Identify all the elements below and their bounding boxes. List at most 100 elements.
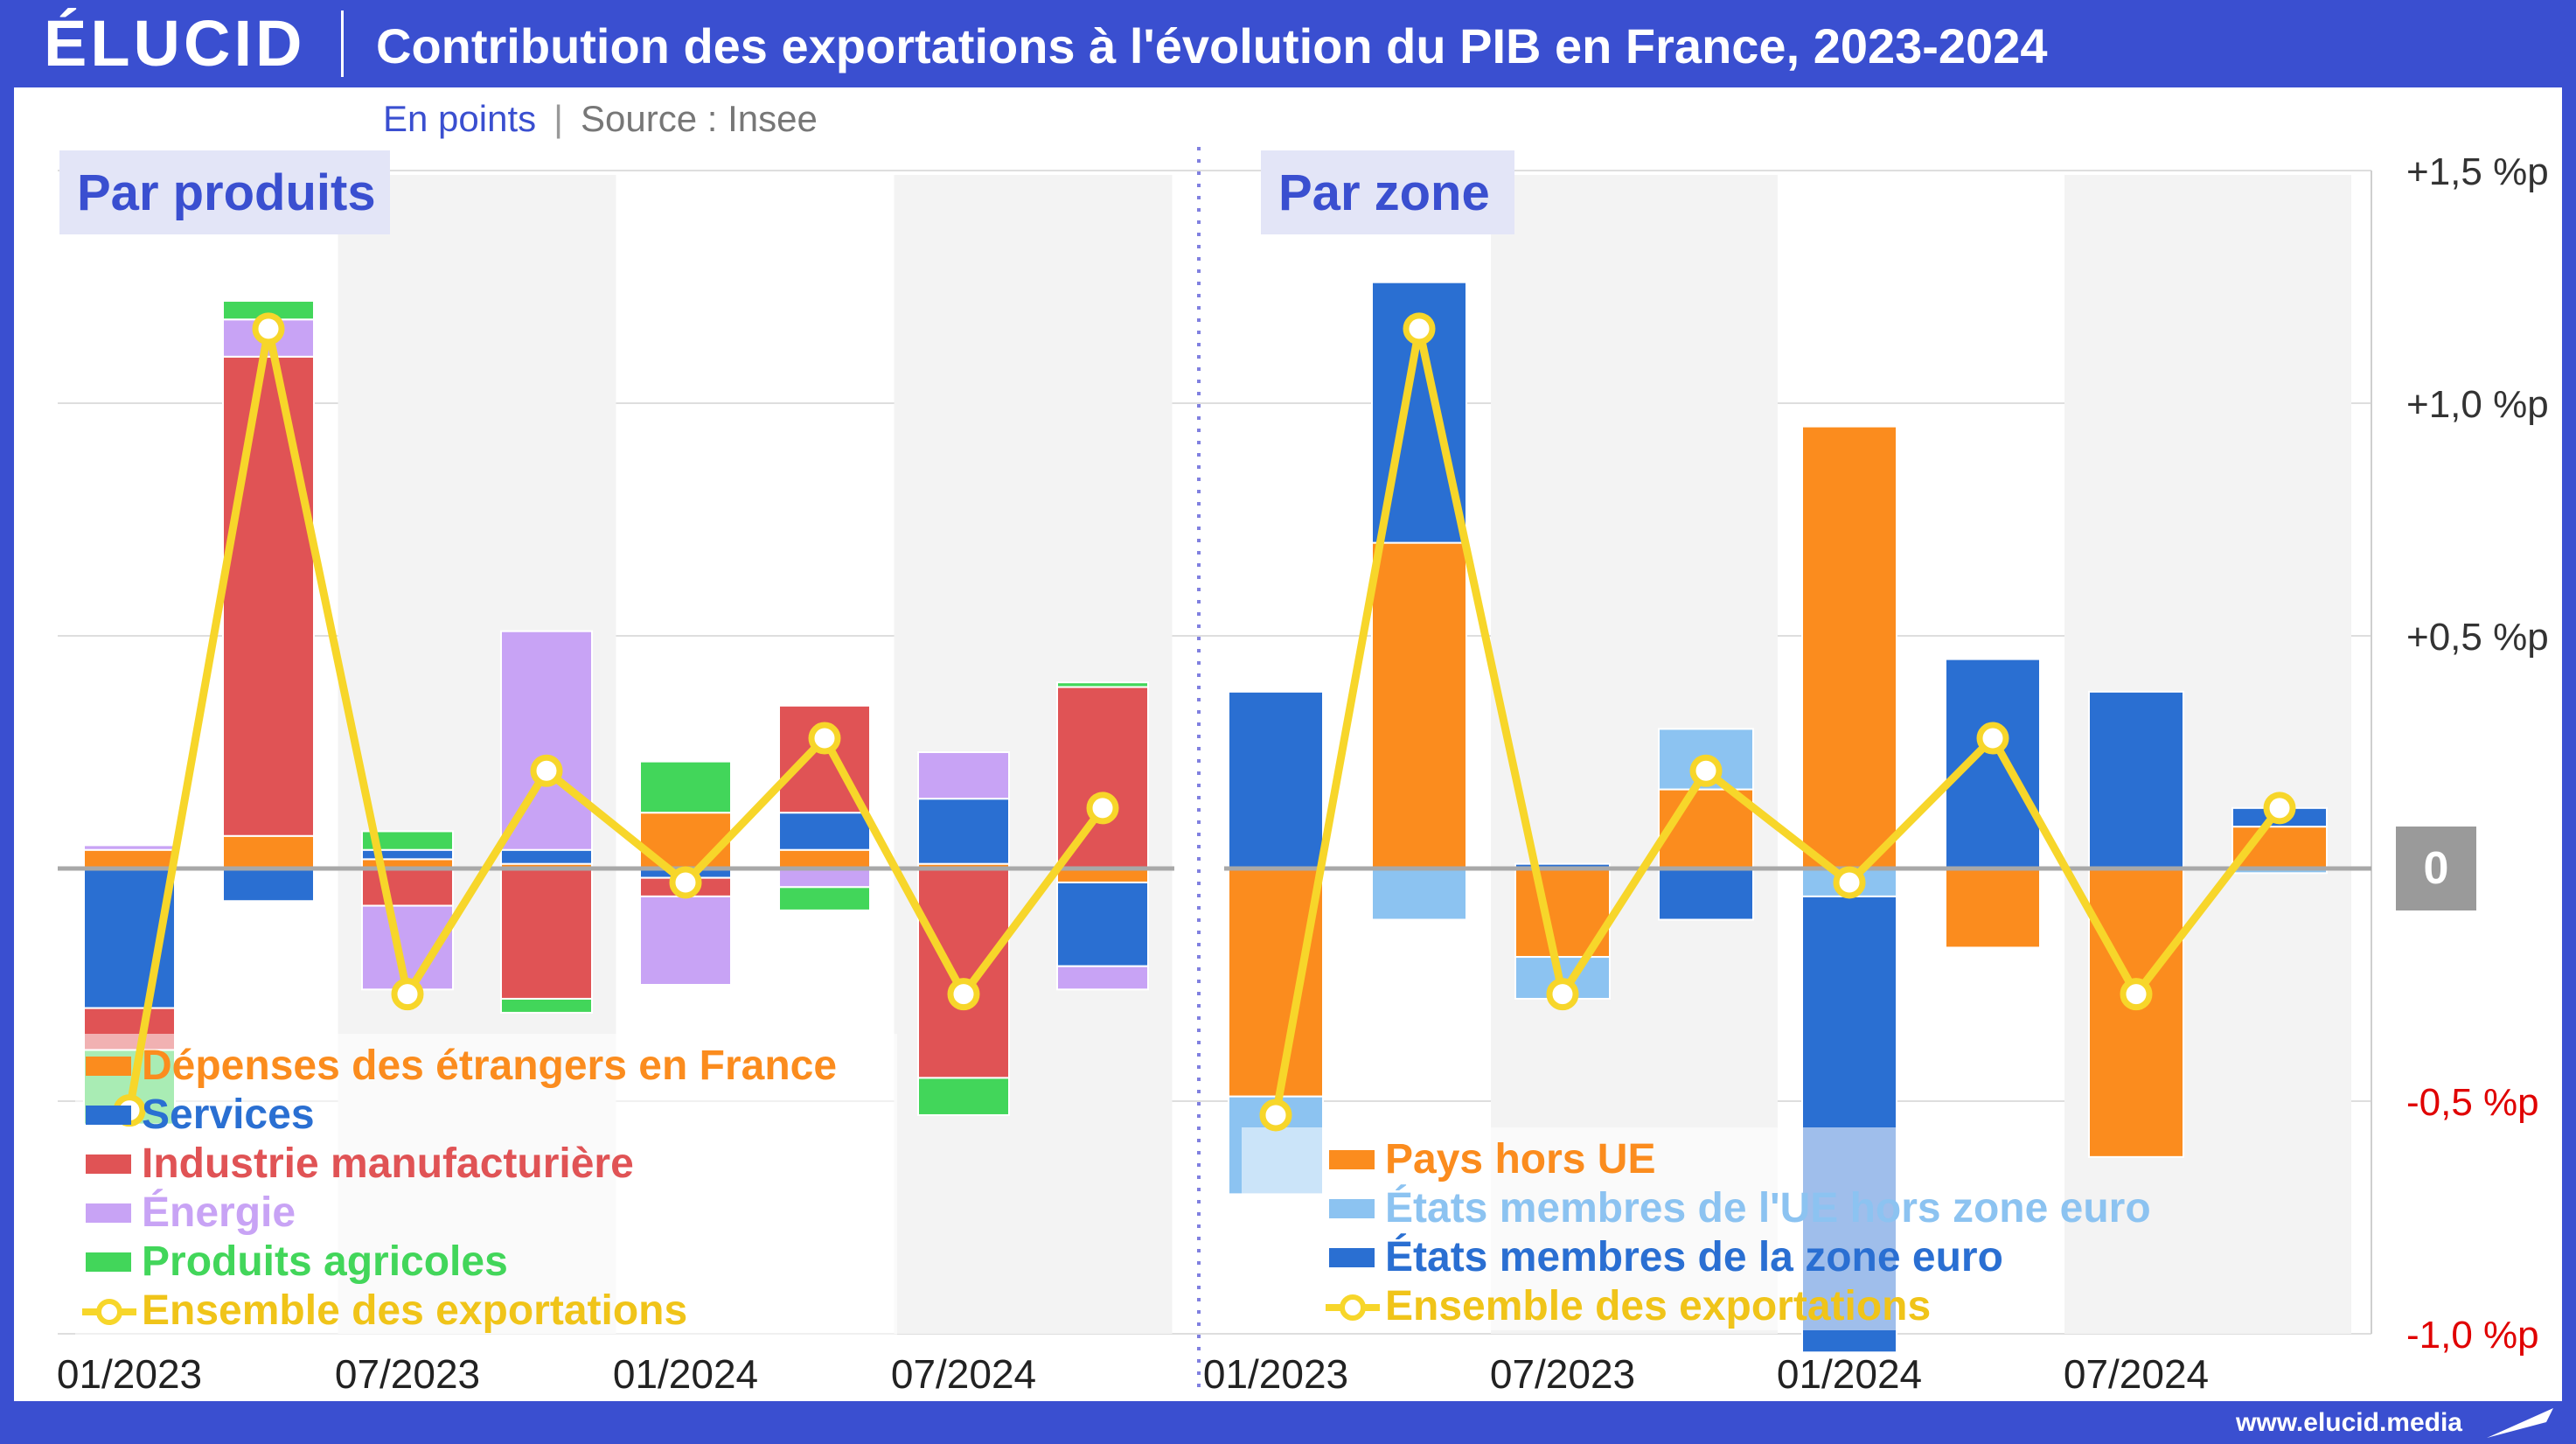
- bar-segment: [500, 848, 593, 865]
- legend-swatch: [86, 1252, 131, 1272]
- bar-segment: [83, 844, 176, 851]
- left-border: [0, 87, 14, 1444]
- bar-segment: [1658, 788, 1754, 869]
- header-divider: [341, 10, 344, 77]
- legend-swatch: [86, 1106, 131, 1125]
- y-tick-label: +1,0 %p: [2406, 383, 2549, 426]
- legend-swatch: [1329, 1248, 1375, 1267]
- legend-bg: [75, 1034, 897, 1335]
- footer-url: www.elucid.media: [2236, 1408, 2462, 1437]
- bar-segment: [500, 997, 593, 1014]
- legend-label: États membres de l'UE hors zone euro: [1385, 1184, 2151, 1231]
- bar-segment: [1056, 965, 1149, 991]
- total-line: [1271, 324, 2283, 1116]
- bar-segment: [361, 830, 454, 851]
- total-point: [1259, 1099, 1292, 1132]
- legend-label: États membres de la zone euro: [1385, 1233, 2003, 1280]
- bar-segment: [1056, 681, 1149, 688]
- total-point: [1546, 978, 1579, 1011]
- legend-swatch: [86, 1057, 131, 1076]
- bar-segment: [778, 812, 871, 851]
- x-tick-label: 01/2024: [1777, 1351, 1922, 1397]
- bar-segment: [917, 751, 1010, 800]
- bar-segment: [1056, 881, 1149, 967]
- total-point: [1976, 722, 2009, 755]
- bar-segment: [1228, 868, 1324, 1098]
- bar-segment: [1658, 868, 1754, 921]
- legend-label: Énergie: [142, 1189, 296, 1236]
- bar-segment: [1056, 686, 1149, 870]
- y-tick-label: +1,5 %p: [2406, 150, 2549, 193]
- unit-label: En points: [383, 98, 537, 139]
- y-tick-label: -1,0 %p: [2406, 1314, 2539, 1357]
- footer-swoosh-icon: [2487, 1408, 2553, 1438]
- x-tick-label: 07/2024: [2064, 1351, 2209, 1397]
- bar-segment: [222, 868, 315, 903]
- y-tick-label: 0: [2424, 843, 2449, 894]
- total-point: [669, 866, 702, 899]
- total-point: [947, 978, 980, 1011]
- header-bar: [0, 0, 2576, 87]
- bar-segment: [1228, 690, 1324, 870]
- total-point: [391, 978, 424, 1011]
- legend-label: Ensemble des exportations: [142, 1287, 687, 1334]
- legend-swatch: [86, 1155, 131, 1174]
- bar-segment: [1371, 868, 1467, 921]
- panel-title-bg: [1261, 150, 1514, 234]
- legend-label: Produits agricoles: [142, 1238, 508, 1285]
- chart-subtitle: En points | Source : Insee: [383, 98, 818, 140]
- legend-swatch: [1329, 1150, 1375, 1169]
- x-tick-label: 01/2024: [613, 1351, 758, 1397]
- bar-segment: [222, 834, 315, 870]
- footer-bar: [0, 1401, 2576, 1444]
- bar-segment: [2088, 690, 2184, 870]
- legend-swatch: [1329, 1199, 1375, 1218]
- panel-title-bg: [59, 150, 390, 234]
- legend-line-marker: [1340, 1294, 1366, 1321]
- bar-segment: [361, 868, 454, 907]
- panel-title: Par produits: [77, 164, 376, 221]
- x-tick-label: 01/2023: [57, 1351, 202, 1397]
- total-point: [530, 754, 563, 787]
- y-tick-label: +0,5 %p: [2406, 616, 2549, 659]
- legend-label: Ensemble des exportations: [1385, 1283, 1931, 1329]
- legend-label: Dépenses des étrangers en France: [142, 1043, 837, 1089]
- total-point: [252, 312, 285, 345]
- legend-label: Pays hors UE: [1385, 1136, 1655, 1182]
- bar-segment: [1945, 658, 2041, 869]
- source-label: Source : Insee: [581, 98, 818, 139]
- right-border: [2562, 87, 2576, 1444]
- bar-segment: [917, 798, 1010, 865]
- elucid-logo: ÉLUCID: [44, 7, 306, 80]
- legend-label: Industrie manufacturière: [142, 1141, 634, 1187]
- bar-segment: [778, 868, 871, 889]
- x-tick-label: 01/2023: [1203, 1351, 1348, 1397]
- bar-segment: [222, 355, 315, 837]
- x-tick-label: 07/2024: [891, 1351, 1036, 1397]
- chart-title: Contribution des exportations à l'évolut…: [376, 18, 2048, 73]
- total-line: [125, 324, 1106, 1112]
- y-tick-label: -0,5 %p: [2406, 1081, 2539, 1124]
- bar-segment: [778, 886, 871, 911]
- x-tick-label: 07/2023: [335, 1351, 480, 1397]
- legend-line-marker: [96, 1299, 122, 1325]
- total-point: [1833, 866, 1866, 899]
- bar-segment: [639, 895, 732, 987]
- bar-segment: [917, 1077, 1010, 1116]
- bar-segment: [1945, 868, 2041, 949]
- legend-label: Services: [142, 1092, 315, 1138]
- bar-segment: [1801, 425, 1897, 869]
- total-point: [2120, 978, 2153, 1011]
- bar-segment: [83, 848, 176, 869]
- x-tick-label: 07/2023: [1490, 1351, 1635, 1397]
- total-point: [1403, 312, 1436, 345]
- bar-segment: [2088, 868, 2184, 1158]
- bar-segment: [500, 868, 593, 1000]
- legend-swatch: [86, 1203, 131, 1223]
- bar-segment: [917, 868, 1010, 1079]
- total-point: [808, 722, 841, 755]
- total-point: [2263, 792, 2296, 825]
- zero-tick-box: [2396, 827, 2476, 910]
